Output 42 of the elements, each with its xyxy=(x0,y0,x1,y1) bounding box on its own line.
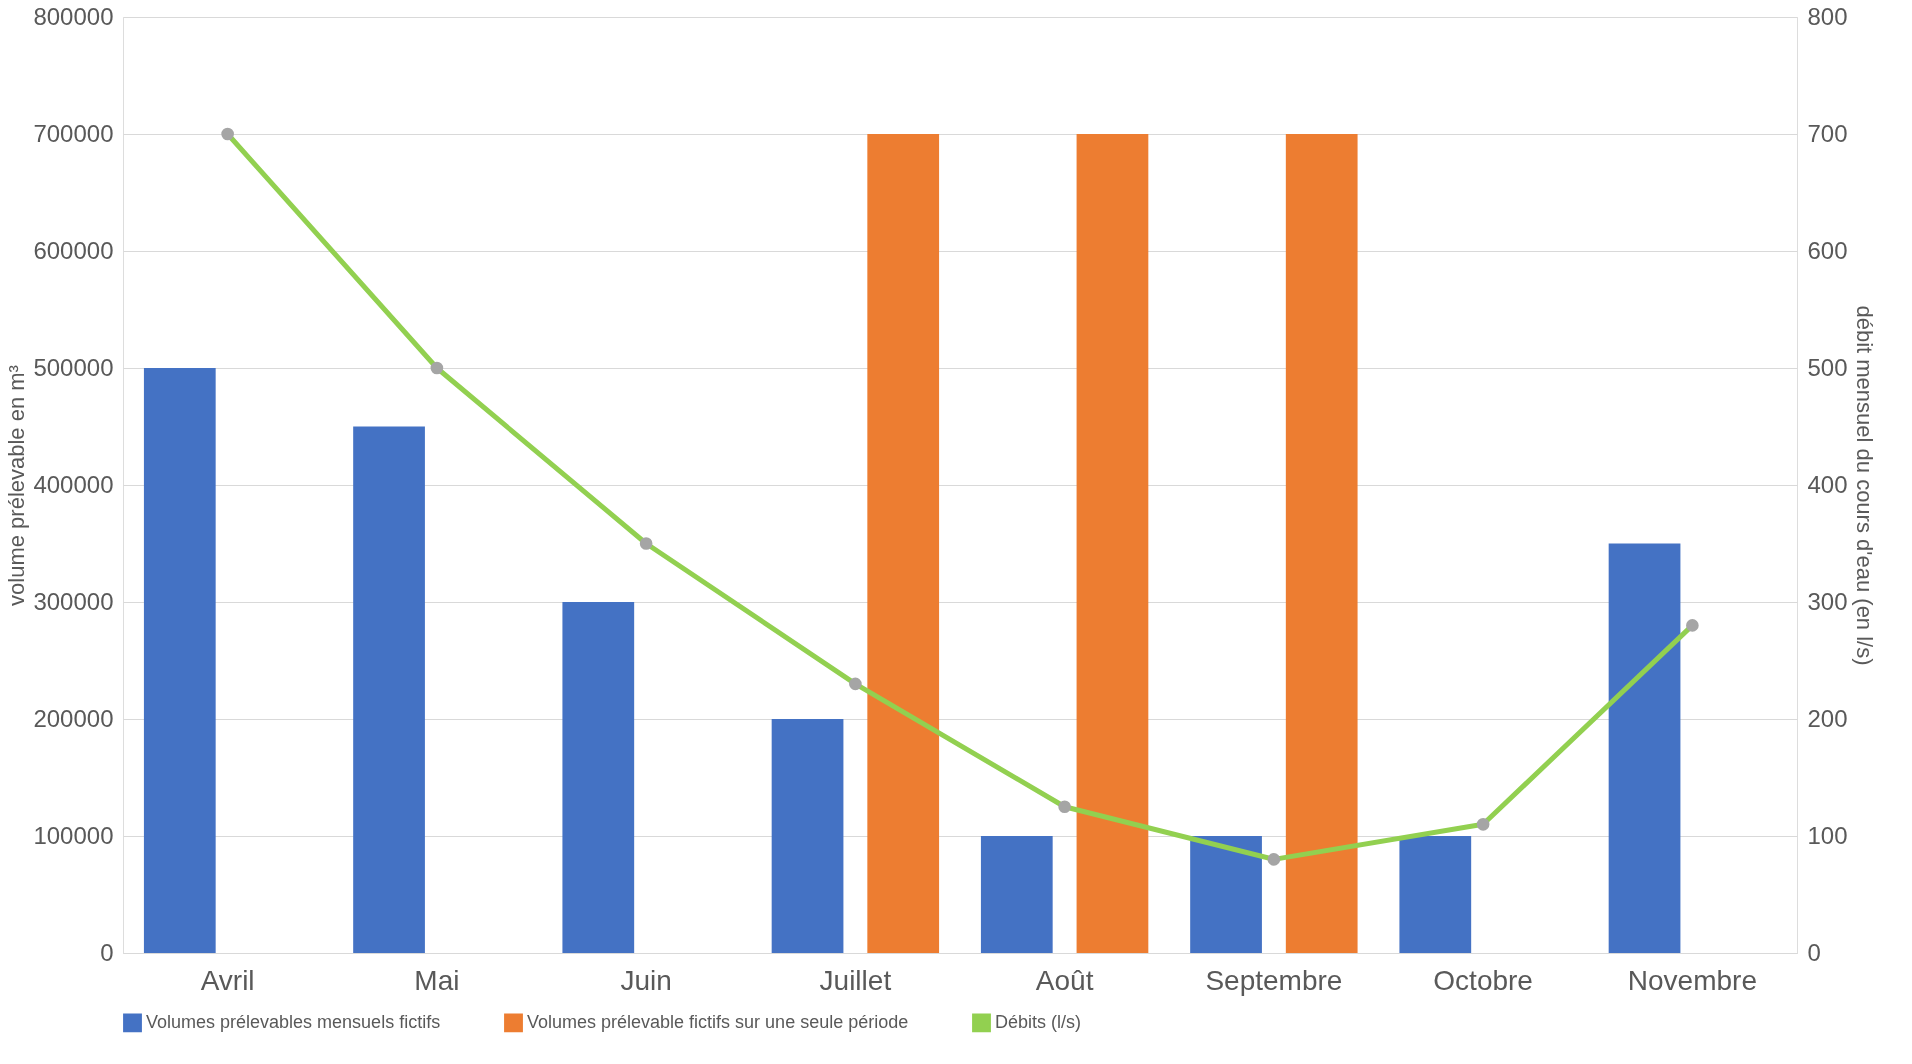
y-tick-label: 100000 xyxy=(33,821,114,849)
y2-tick-label: 100 xyxy=(1807,821,1848,849)
y2-tick-label: 400 xyxy=(1807,470,1848,498)
x-tick-label: Avril xyxy=(200,964,255,996)
x-tick-label: Mai xyxy=(414,964,460,996)
y-tick-label: 200000 xyxy=(33,704,114,732)
legend-label: Volumes prélevable fictifs sur une seule période xyxy=(527,1011,909,1032)
y2-tick-label: 200 xyxy=(1807,704,1848,732)
y-tick-label: 500000 xyxy=(33,353,114,381)
legend-label: Débits (l/s) xyxy=(995,1011,1082,1032)
bar xyxy=(980,836,1053,953)
x-tick-label: Juillet xyxy=(819,964,892,996)
bar xyxy=(1399,836,1472,953)
x-tick-label: Août xyxy=(1035,964,1094,996)
legend-label: Volumes prélevables mensuels fictifs xyxy=(146,1011,441,1032)
y-axis-title: volume prélevable en m³ xyxy=(4,365,30,606)
y2-tick-label: 300 xyxy=(1807,587,1848,615)
bar xyxy=(1076,134,1149,953)
bar xyxy=(143,368,216,953)
y2-tick-label: 500 xyxy=(1807,353,1848,381)
y2-tick-label: 0 xyxy=(1807,938,1821,966)
y-tick-label: 300000 xyxy=(33,587,114,615)
y2-axis-title: débit mensuel du cours d'eau (en l/s) xyxy=(1851,305,1877,666)
bar xyxy=(353,426,425,953)
bar xyxy=(562,602,635,953)
bar xyxy=(1285,134,1358,953)
x-tick-label: Septembre xyxy=(1205,964,1343,996)
bar xyxy=(1190,836,1262,953)
y2-tick-label: 700 xyxy=(1807,119,1848,147)
y2-tick-label: 600 xyxy=(1807,236,1848,264)
bar xyxy=(867,134,940,953)
y-tick-label: 600000 xyxy=(33,236,114,264)
bar xyxy=(1608,543,1681,953)
bar xyxy=(771,719,844,953)
y2-tick-label: 800 xyxy=(1807,2,1848,30)
y-tick-label: 800000 xyxy=(33,2,114,30)
x-tick-label: Octobre xyxy=(1433,964,1533,996)
y-tick-label: 0 xyxy=(100,938,114,966)
x-tick-label: Juin xyxy=(620,964,672,996)
y-tick-label: 700000 xyxy=(33,119,114,147)
y-tick-label: 400000 xyxy=(33,470,114,498)
x-tick-label: Novembre xyxy=(1627,964,1757,996)
